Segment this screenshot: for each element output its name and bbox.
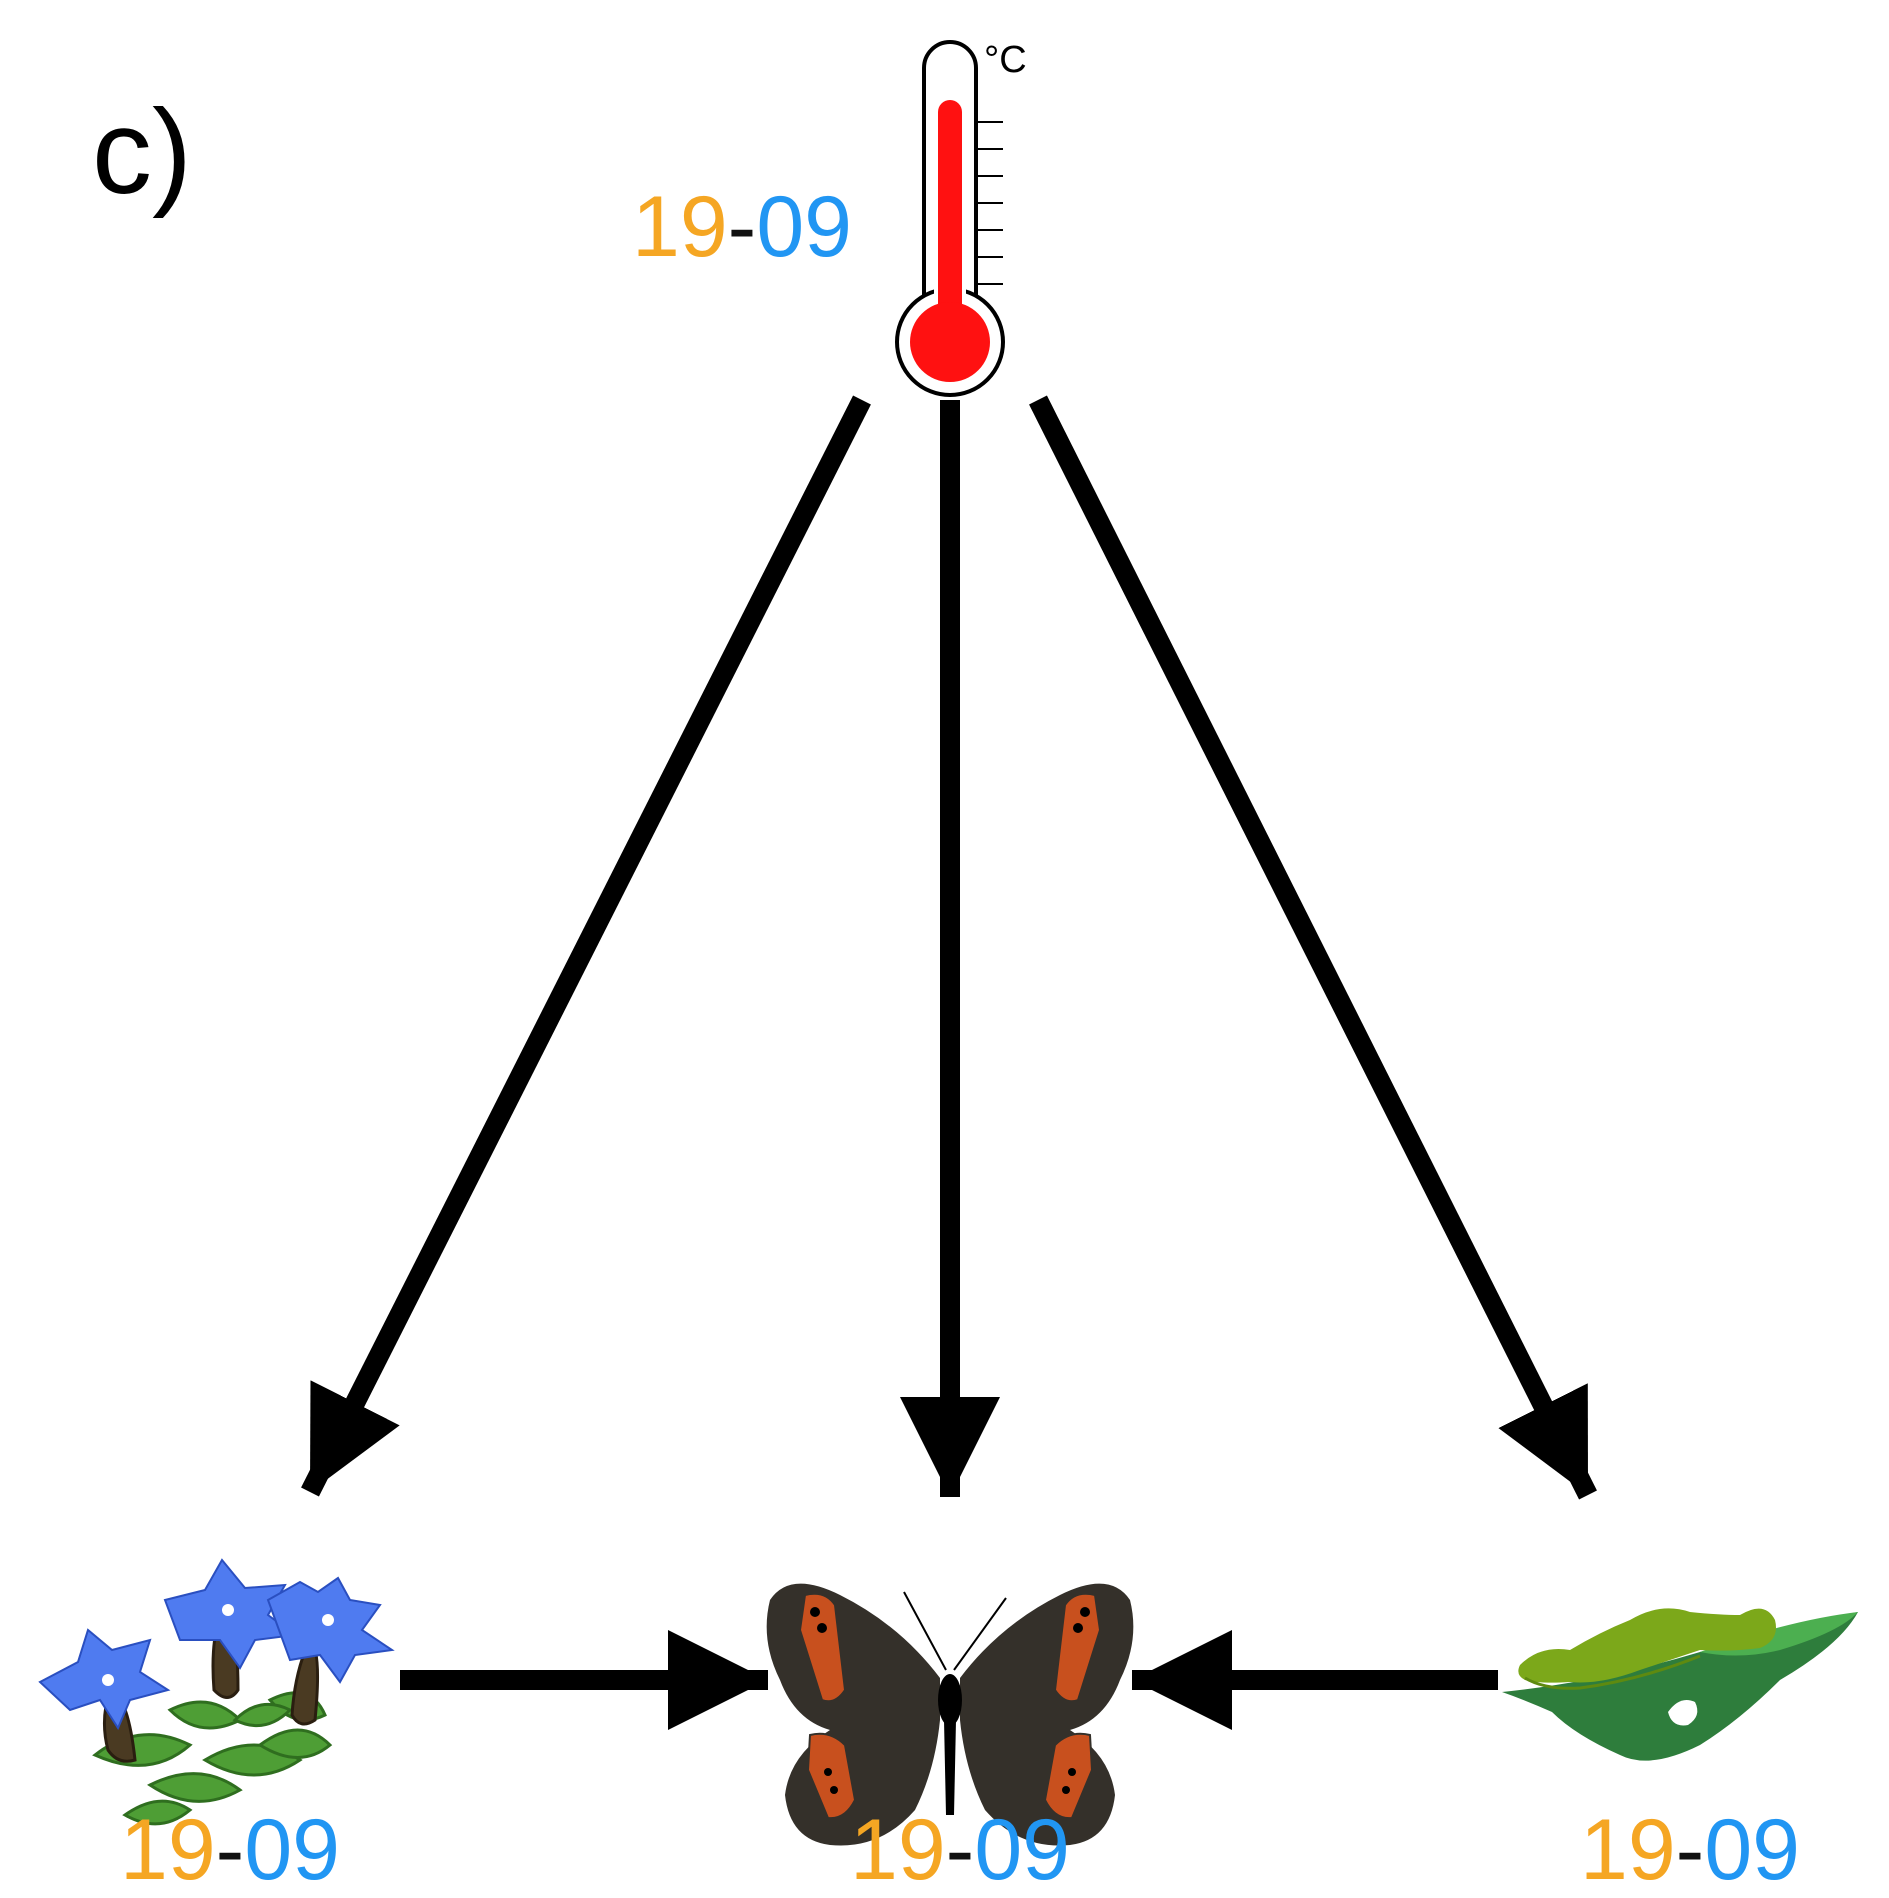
host-plant-start-year: 19 — [120, 1802, 216, 1898]
gentian-flower-icon — [38, 1558, 395, 1826]
temperature-year-range: 19-09 — [632, 184, 852, 270]
temperature-end-year: 09 — [756, 179, 852, 275]
butterfly-year-range: 19-09 — [850, 1807, 1070, 1893]
butterfly-separator: - — [945, 1802, 975, 1898]
edge-temperature-to-larva — [1029, 395, 1597, 1500]
butterfly-start-year: 19 — [850, 1802, 946, 1898]
temperature-start-year: 19 — [632, 179, 728, 275]
larva-end-year: 09 — [1704, 1802, 1800, 1898]
temperature-separator: - — [727, 179, 757, 275]
panel-label: c) — [92, 85, 192, 219]
host-plant-year-range: 19-09 — [120, 1807, 340, 1893]
host-plant-end-year: 09 — [244, 1802, 340, 1898]
butterfly-icon — [766, 1583, 1134, 1846]
celsius-unit-label: °C — [984, 39, 1027, 81]
larva-start-year: 19 — [1580, 1802, 1676, 1898]
edge-temperature-to-host-plant — [301, 395, 871, 1497]
butterfly-end-year: 09 — [974, 1802, 1070, 1898]
host-plant-separator: - — [215, 1802, 245, 1898]
larva-separator: - — [1675, 1802, 1705, 1898]
caterpillar-on-leaf-icon — [1502, 1608, 1858, 1761]
thermometer-icon — [895, 40, 1005, 397]
larva-year-range: 19-09 — [1580, 1807, 1800, 1893]
arrows — [301, 395, 1597, 1730]
